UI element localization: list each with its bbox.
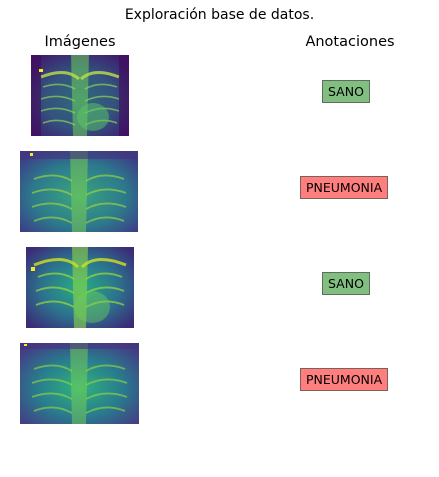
- annotation-label-1: SANO: [322, 80, 370, 103]
- xray-image-1: [31, 55, 129, 136]
- images-column-heading: Imágenes: [20, 34, 140, 50]
- annotation-label-4: PNEUMONIA: [300, 368, 388, 391]
- annotations-column-heading: Anotaciones: [280, 34, 420, 50]
- figure-title: Exploración base de datos.: [0, 7, 439, 23]
- annotation-label-2: PNEUMONIA: [300, 176, 388, 199]
- xray-image-4: [20, 343, 139, 424]
- xray-image-2: [20, 151, 138, 232]
- xray-image-3: [26, 247, 134, 328]
- annotation-label-3: SANO: [322, 272, 370, 295]
